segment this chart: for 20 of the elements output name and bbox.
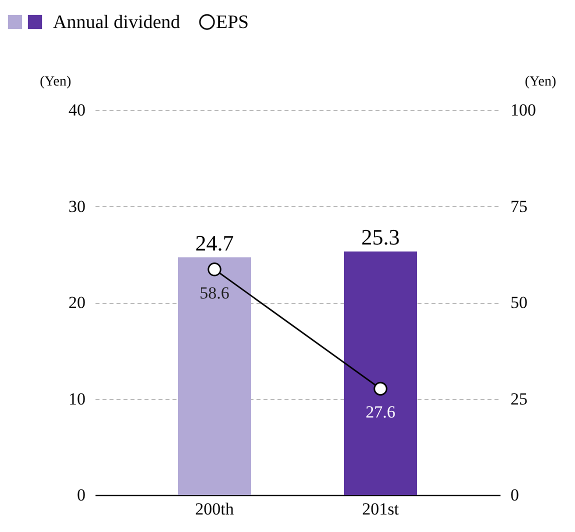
data-label: 27.6: [366, 402, 396, 422]
data-label: 58.6: [200, 283, 230, 302]
data-label: 24.7: [195, 230, 234, 256]
y-tick-label: 0: [77, 486, 86, 504]
y-axis-title: (Yen): [40, 74, 72, 90]
y2-tick-label: 100: [510, 100, 536, 120]
y2-tick-label: 75: [510, 196, 528, 216]
legend-label: Annual dividend: [53, 12, 181, 33]
legend-label: EPS: [216, 12, 249, 33]
y2-tick-label: 25: [510, 389, 528, 408]
y-tick-label: 20: [68, 293, 86, 312]
y-tick-label: 10: [68, 389, 86, 408]
x-tick-label: 201st: [362, 500, 400, 518]
data-label: 25.3: [361, 224, 400, 250]
y2-tick-label: 0: [510, 486, 519, 504]
y2-tick-label: 50: [510, 293, 528, 312]
y-tick-label: 30: [68, 196, 86, 216]
y-tick-label: 40: [68, 100, 86, 120]
x-tick-label: 200th: [195, 500, 234, 518]
y2-axis-title: (Yen): [524, 74, 556, 90]
